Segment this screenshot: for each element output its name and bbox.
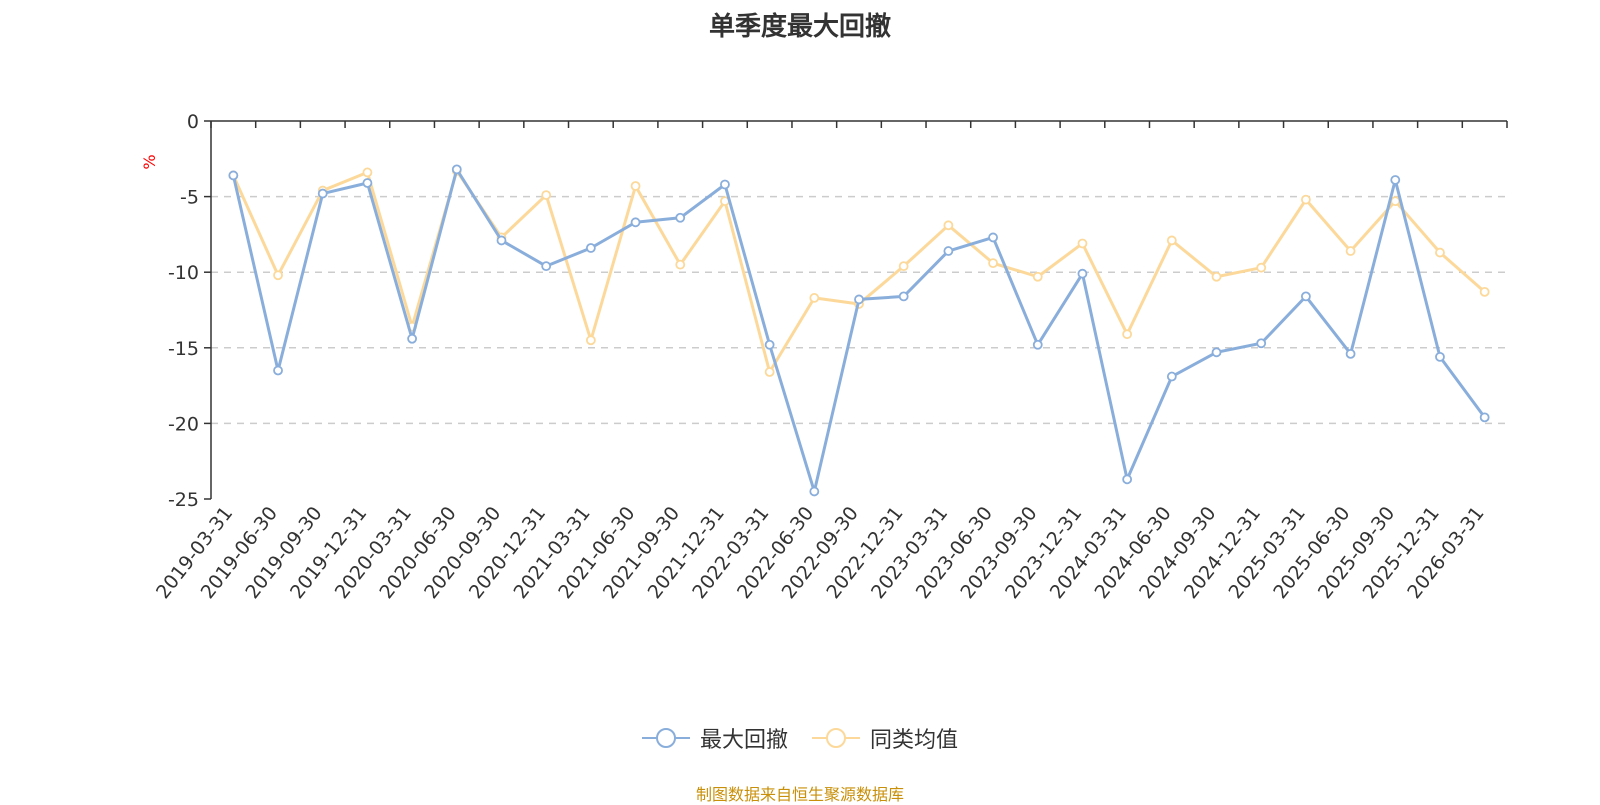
- series-2-point: [1166, 235, 1177, 246]
- series-1-point: [1435, 351, 1445, 362]
- y-tick-label: 0: [187, 111, 199, 133]
- series-2-point: [541, 190, 552, 200]
- series-line-1: [231, 167, 1486, 493]
- series-1-point: [541, 261, 552, 272]
- series-2-point: [764, 367, 775, 377]
- series-2-point: [1077, 238, 1088, 249]
- series-1-point: [630, 217, 641, 228]
- series-1-point: [854, 294, 864, 305]
- series-1-point: [1345, 348, 1356, 359]
- legend-marker-icon: [641, 728, 690, 748]
- series-1-point: [273, 365, 283, 376]
- series-2-point: [1435, 247, 1445, 258]
- legend-marker-icon: [812, 728, 860, 748]
- source-note: 制图数据来自恒生聚源数据库: [695, 785, 904, 804]
- series-1-point: [988, 232, 998, 243]
- series-2-point: [362, 167, 373, 178]
- y-tick-label: -20: [168, 413, 199, 435]
- y-tick-label: -10: [168, 262, 199, 284]
- grid-lines: [211, 195, 1507, 425]
- legend-label: 同类均值: [870, 728, 959, 753]
- series-1-point: [1032, 339, 1043, 350]
- series-1-point: [1479, 412, 1490, 423]
- series-2-point: [1256, 262, 1267, 273]
- series-2-point: [675, 259, 686, 270]
- legend-item-series-1[interactable]: 最大回撤: [641, 722, 788, 754]
- legend: 最大回撤 同类均值: [0, 722, 1600, 754]
- y-tick-label: -15: [168, 338, 199, 360]
- series-1-point: [496, 235, 507, 246]
- series-2-point: [943, 220, 954, 231]
- series-2-point: [273, 270, 283, 281]
- series-1-point: [1256, 338, 1267, 349]
- series-2-point: [1032, 271, 1043, 282]
- series-line-2: [231, 169, 1486, 374]
- series-1-point: [898, 291, 909, 302]
- series-1-point: [362, 178, 373, 188]
- series-2-point: [1122, 329, 1133, 340]
- series-2-point: [1479, 286, 1490, 297]
- series-1-point: [1166, 371, 1177, 382]
- series-1-point: [1390, 175, 1401, 185]
- series-1-point: [228, 170, 239, 181]
- series-lines: [228, 164, 1490, 497]
- series-1-point: [317, 188, 328, 199]
- series-1-point: [1211, 347, 1222, 358]
- series-2-point: [809, 293, 820, 303]
- series-2-point: [585, 335, 596, 346]
- series-1-point: [1300, 291, 1311, 302]
- series-2-point: [1211, 271, 1222, 282]
- series-2-point: [988, 258, 998, 269]
- series-2-point: [630, 181, 641, 191]
- series-2-point: [898, 261, 909, 272]
- y-axis-unit-label: %: [140, 154, 159, 169]
- y-tick-label: -25: [168, 489, 199, 511]
- y-tick-label: -5: [180, 187, 199, 209]
- series-1-point: [1122, 474, 1133, 485]
- series-1-point: [943, 246, 954, 256]
- series-1-point: [585, 243, 596, 253]
- legend-item-series-2[interactable]: 同类均值: [812, 722, 958, 754]
- series-1-point: [1077, 268, 1088, 279]
- series-2-point: [1300, 194, 1311, 205]
- series-2-point: [1345, 246, 1356, 256]
- series-2-point: [1390, 196, 1401, 207]
- series-1-point: [720, 179, 730, 190]
- series-1-point: [809, 486, 820, 497]
- series-1-point: [451, 164, 462, 175]
- chart-title: 单季度最大回撤: [708, 12, 891, 42]
- legend-label: 最大回撤: [699, 728, 788, 753]
- series-1-point: [675, 212, 686, 223]
- series-1-point: [764, 339, 775, 350]
- series-1-point: [407, 333, 418, 344]
